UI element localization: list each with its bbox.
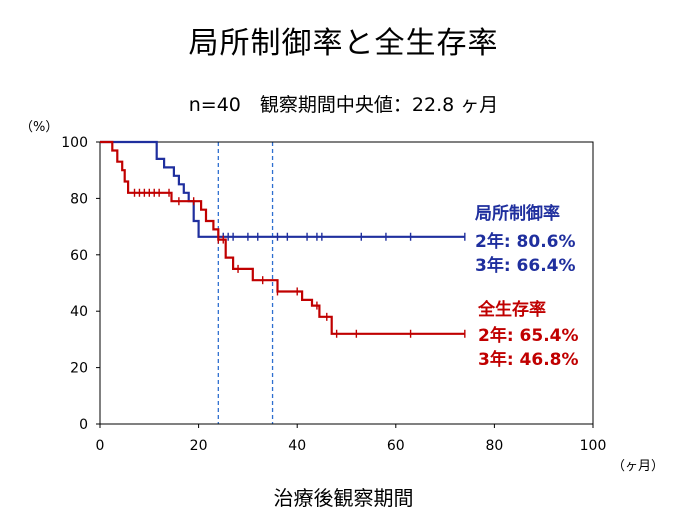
plot-frame: [99, 141, 594, 425]
legend-local-control: 局所制御率: [475, 203, 560, 224]
x-tick-label: 20: [190, 438, 208, 454]
y-tick-label: 40: [70, 304, 88, 320]
x-tick-label: 100: [580, 438, 607, 454]
local-control-curve: [100, 140, 465, 238]
overall-survival-curve: [100, 140, 465, 335]
overall-survival-3yr: 3年: 46.8%: [478, 349, 579, 370]
x-tick-label: 60: [387, 438, 405, 454]
y-tick-label: 60: [70, 248, 88, 264]
legend-overall-survival: 全生存率: [477, 299, 546, 320]
x-tick-label: 80: [485, 438, 503, 454]
x-tick-label: 0: [96, 438, 105, 454]
y-unit-label: （%）: [20, 120, 58, 135]
x-unit-label: （ヶ月）: [612, 459, 664, 474]
y-tick-label: 100: [61, 135, 88, 151]
chart-title: 局所制御率と全生存率: [188, 26, 499, 61]
chart-subtitle: n=40 観察期間中央値：22.8 ヶ月: [188, 94, 499, 116]
y-tick-label: 80: [70, 191, 88, 207]
local-control-2yr: 2年: 80.6%: [475, 231, 576, 252]
local-control-3yr: 3年: 66.4%: [475, 255, 576, 276]
x-axis-label: 治療後観察期間: [273, 486, 414, 510]
y-tick-label: 20: [70, 361, 88, 377]
overall-survival-2yr: 2年: 65.4%: [478, 325, 579, 346]
y-tick-label: 0: [79, 417, 88, 433]
x-tick-label: 40: [288, 438, 306, 454]
